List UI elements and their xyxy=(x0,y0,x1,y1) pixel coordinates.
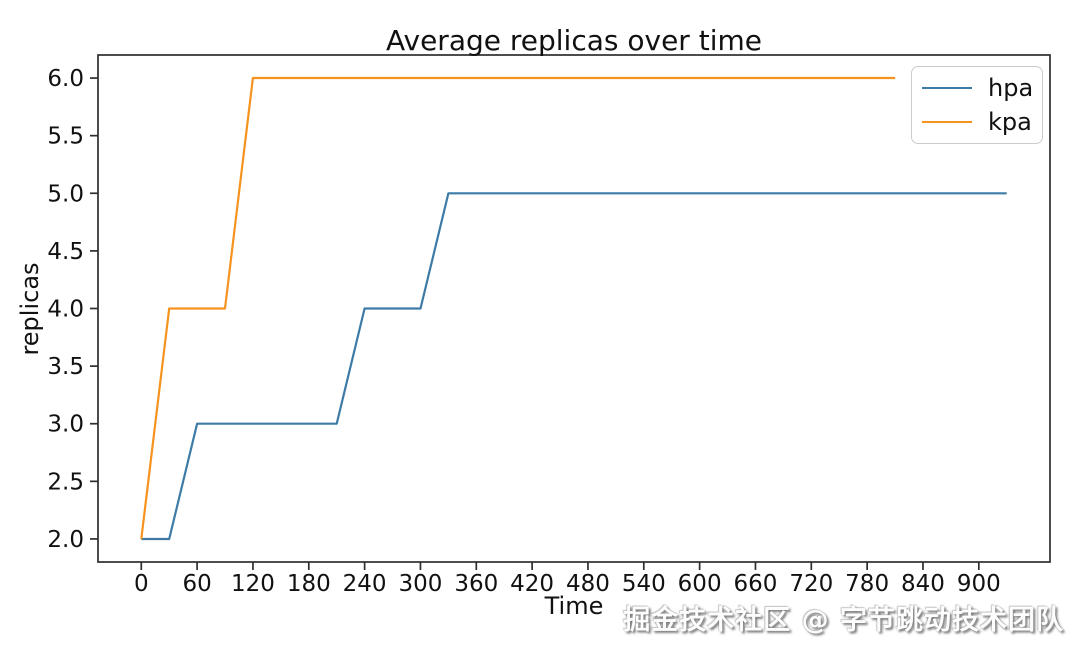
svg-text:4.5: 4.5 xyxy=(47,239,84,265)
svg-text:300: 300 xyxy=(398,571,442,597)
svg-text:540: 540 xyxy=(622,571,666,597)
svg-text:60: 60 xyxy=(182,571,211,597)
svg-text:480: 480 xyxy=(566,571,610,597)
svg-text:5.0: 5.0 xyxy=(47,181,84,207)
svg-text:2.0: 2.0 xyxy=(47,527,84,553)
svg-text:900: 900 xyxy=(957,571,1001,597)
x-axis-label: Time xyxy=(544,592,604,620)
svg-text:600: 600 xyxy=(678,571,722,597)
svg-text:780: 780 xyxy=(845,571,889,597)
hpa-line-swatch xyxy=(922,87,972,89)
svg-text:180: 180 xyxy=(287,571,331,597)
svg-text:240: 240 xyxy=(343,571,387,597)
y-axis-label: replicas xyxy=(16,262,44,356)
legend-entry-kpa: kpa xyxy=(922,108,1032,136)
kpa-line-swatch xyxy=(922,121,972,123)
chart-title: Average replicas over time xyxy=(386,24,762,57)
svg-text:660: 660 xyxy=(734,571,778,597)
svg-text:360: 360 xyxy=(454,571,498,597)
legend-label-hpa: hpa xyxy=(988,74,1034,102)
legend-entry-hpa: hpa xyxy=(922,74,1034,102)
svg-text:3.0: 3.0 xyxy=(47,412,84,438)
svg-text:420: 420 xyxy=(510,571,554,597)
legend: hpa kpa xyxy=(911,66,1043,144)
svg-text:4.0: 4.0 xyxy=(47,297,84,323)
svg-text:840: 840 xyxy=(901,571,945,597)
svg-text:120: 120 xyxy=(231,571,275,597)
svg-text:2.5: 2.5 xyxy=(47,469,84,495)
svg-text:5.5: 5.5 xyxy=(47,124,84,150)
watermark: 掘金技术社区 @ 字节跳动技术团队 xyxy=(623,605,1064,636)
svg-text:6.0: 6.0 xyxy=(47,66,84,92)
svg-text:3.5: 3.5 xyxy=(47,354,84,380)
legend-label-kpa: kpa xyxy=(988,108,1032,136)
svg-text:0: 0 xyxy=(134,571,149,597)
svg-text:720: 720 xyxy=(789,571,833,597)
